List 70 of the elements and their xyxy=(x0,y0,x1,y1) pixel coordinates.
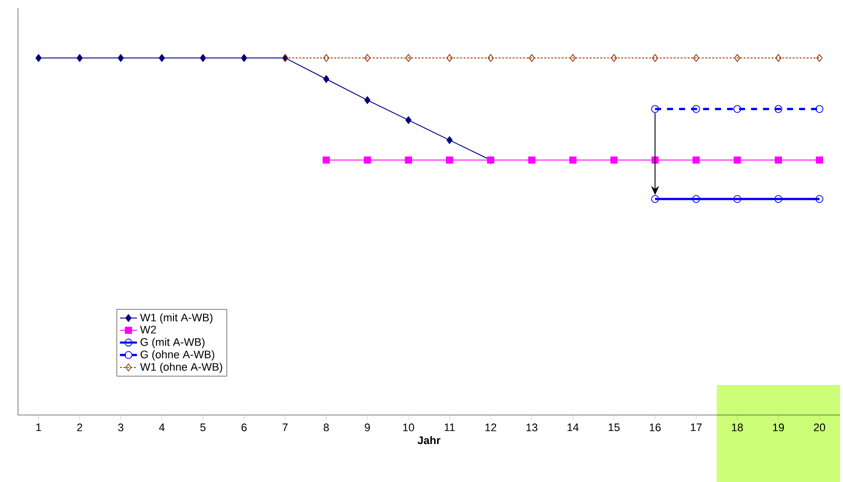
legend-label: W1 (mit A-WB) xyxy=(140,313,212,324)
point xyxy=(733,195,742,203)
x-tick-label: 16 xyxy=(650,424,661,432)
point xyxy=(652,54,658,62)
point xyxy=(405,54,412,62)
point xyxy=(774,195,782,203)
point xyxy=(528,156,536,164)
point xyxy=(816,105,824,113)
point xyxy=(569,156,576,164)
point xyxy=(570,54,576,62)
point xyxy=(323,54,330,62)
point xyxy=(734,54,740,62)
point xyxy=(651,105,659,113)
point xyxy=(651,195,659,203)
point xyxy=(692,105,700,113)
point xyxy=(404,156,412,164)
x-axis-title: Jahr xyxy=(418,436,440,444)
point xyxy=(76,54,83,62)
point xyxy=(323,75,330,83)
point xyxy=(733,105,742,113)
x-tick-label: 9 xyxy=(364,424,370,432)
point xyxy=(816,195,824,203)
x-tick-label: 4 xyxy=(159,424,165,432)
point xyxy=(488,54,494,62)
x-tick-label: 8 xyxy=(324,424,329,432)
point xyxy=(693,54,700,62)
point xyxy=(446,136,453,144)
x-tick-label: 20 xyxy=(814,424,826,432)
x-tick-label: 19 xyxy=(773,424,784,432)
point xyxy=(405,116,412,124)
point xyxy=(446,54,453,62)
x-tick-label: 10 xyxy=(403,424,414,432)
point xyxy=(200,54,206,62)
legend-label: G (mit A-WB) xyxy=(140,338,204,348)
point xyxy=(774,105,782,113)
x-tick-label: 17 xyxy=(690,424,702,432)
x-tick-label: 6 xyxy=(242,424,247,432)
point xyxy=(322,156,330,164)
legend-label: W1 (ohne A-WB) xyxy=(140,362,222,373)
x-tick-label: 3 xyxy=(118,424,124,432)
point xyxy=(241,54,248,62)
point xyxy=(734,156,741,164)
legend-label: W2 xyxy=(140,326,156,334)
point xyxy=(816,156,824,164)
point xyxy=(364,54,370,62)
point xyxy=(446,156,454,164)
x-tick-label: 7 xyxy=(282,424,288,432)
point xyxy=(610,54,617,62)
point xyxy=(775,54,782,62)
x-tick-label: 13 xyxy=(526,424,538,432)
point xyxy=(36,54,42,62)
x-tick-label: 15 xyxy=(608,424,620,432)
legend-label: G (ohne A-WB) xyxy=(140,350,214,360)
x-tick-label: 1 xyxy=(36,424,42,432)
point xyxy=(816,54,822,62)
point xyxy=(692,195,700,203)
point xyxy=(528,54,535,62)
x-tick-label: 5 xyxy=(200,424,206,432)
x-tick-label: 2 xyxy=(77,424,82,432)
x-tick-label: 14 xyxy=(568,424,579,432)
point xyxy=(364,156,371,164)
point xyxy=(364,96,370,104)
point xyxy=(118,54,124,62)
point xyxy=(692,156,700,164)
point xyxy=(610,156,618,164)
x-tick-label: 12 xyxy=(485,424,496,432)
x-tick-label: 18 xyxy=(732,424,743,432)
x-tick-label: 11 xyxy=(444,424,455,432)
point xyxy=(158,54,165,62)
point xyxy=(774,156,782,164)
